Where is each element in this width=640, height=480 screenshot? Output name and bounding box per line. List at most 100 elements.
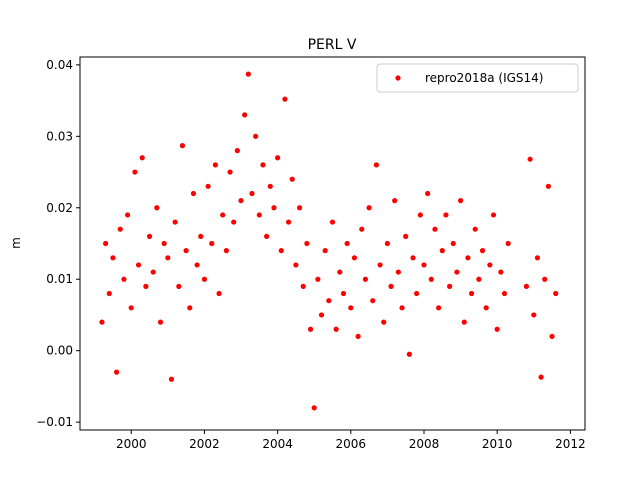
point: [403, 233, 409, 239]
point: [157, 319, 164, 325]
point: [487, 262, 493, 268]
point: [234, 148, 240, 154]
x-tick-label: 2004: [262, 437, 293, 451]
point: [351, 255, 358, 261]
point: [278, 248, 284, 254]
point: [542, 276, 548, 282]
point: [523, 283, 530, 289]
point: [414, 290, 420, 297]
point: [117, 226, 123, 232]
legend-marker: [395, 75, 401, 81]
point: [315, 276, 321, 282]
point: [143, 283, 149, 289]
point: [249, 190, 255, 197]
point: [373, 162, 380, 168]
y-tick-label: −0.01: [36, 415, 73, 429]
point: [245, 71, 251, 77]
point: [307, 326, 314, 332]
point: [223, 248, 229, 254]
point: [527, 156, 533, 162]
legend-box: [376, 63, 579, 93]
point: [432, 226, 438, 232]
y-tick-label: 0.03: [46, 129, 73, 143]
point: [150, 269, 156, 275]
point: [106, 290, 112, 297]
point: [176, 283, 182, 289]
point: [271, 205, 277, 211]
point: [198, 233, 204, 239]
point: [194, 262, 200, 268]
point: [289, 176, 295, 182]
point: [135, 262, 142, 268]
point: [282, 96, 288, 102]
point: [293, 262, 299, 268]
point: [340, 290, 347, 297]
y-axis-label: m: [9, 237, 23, 249]
point: [231, 219, 237, 225]
point: [476, 276, 482, 282]
point: [220, 212, 226, 218]
x-tick-label: 2002: [189, 437, 220, 451]
point: [103, 240, 109, 247]
chart-title: PERL V: [308, 37, 357, 53]
point: [179, 143, 186, 149]
point: [454, 269, 460, 275]
legend-label: repro2018a (IGS14): [425, 71, 543, 85]
point: [494, 326, 500, 332]
point: [465, 255, 471, 261]
point: [322, 248, 328, 254]
point: [344, 240, 350, 247]
point: [450, 240, 456, 247]
x-tick-label: 2008: [409, 437, 440, 451]
point: [264, 233, 270, 239]
point: [326, 298, 332, 304]
point: [285, 219, 292, 225]
point: [468, 290, 475, 297]
point: [406, 351, 412, 357]
point: [139, 155, 145, 161]
x-tick-label: 2000: [116, 437, 147, 451]
point: [483, 305, 489, 311]
point: [172, 219, 178, 225]
point: [370, 298, 376, 304]
point: [333, 326, 339, 332]
point: [99, 319, 105, 325]
point: [124, 212, 131, 218]
point: [318, 312, 325, 318]
point: [381, 319, 387, 325]
point: [300, 283, 306, 289]
point: [205, 183, 211, 189]
point: [447, 283, 453, 289]
point: [377, 262, 383, 268]
y-tick-label: 0.01: [46, 272, 73, 286]
point: [355, 333, 361, 339]
point: [549, 333, 555, 339]
point: [428, 276, 434, 282]
point: [161, 240, 167, 247]
x-tick-label: 2010: [482, 437, 513, 451]
point: [121, 276, 127, 282]
point: [183, 248, 189, 254]
x-tick-label: 2006: [336, 437, 367, 451]
point: [479, 248, 486, 254]
point: [216, 290, 222, 297]
point: [227, 169, 233, 175]
point: [436, 305, 442, 311]
point: [366, 205, 372, 211]
point: [505, 240, 511, 247]
point: [425, 190, 431, 197]
point: [498, 269, 504, 275]
point: [146, 233, 153, 239]
point: [545, 183, 552, 189]
point: [311, 405, 317, 411]
y-tick-label: 0.02: [46, 201, 73, 215]
point: [501, 290, 508, 297]
point: [212, 162, 218, 168]
point: [538, 374, 544, 380]
plot-frame: [79, 56, 586, 431]
point: [553, 290, 559, 297]
point: [201, 276, 208, 282]
point: [304, 240, 310, 247]
x-tick-label: 2012: [555, 437, 586, 451]
